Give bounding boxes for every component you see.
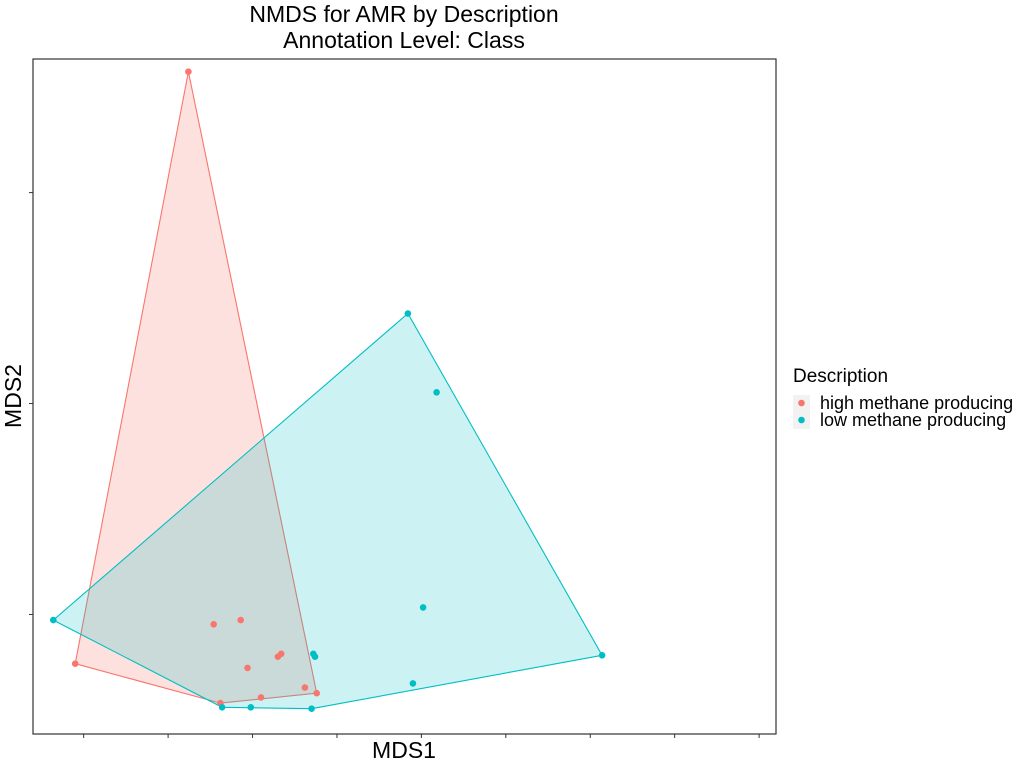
point-series-0-10 <box>257 694 265 701</box>
hull-layer <box>52 71 603 710</box>
y-axis-label: MDS2 <box>0 364 26 428</box>
point-series-1-1 <box>404 310 412 317</box>
point-series-1-3 <box>419 604 427 611</box>
legend-label-1: low methane producing <box>820 410 1006 430</box>
legend-title: Description <box>793 366 888 387</box>
point-series-0-3 <box>210 621 217 628</box>
point-series-0-1 <box>185 68 192 75</box>
x-axis-ticks <box>83 734 760 738</box>
point-series-1-7 <box>311 653 319 660</box>
point-series-0-5 <box>244 664 251 672</box>
point-series-1-5 <box>598 652 606 659</box>
point-series-1-10 <box>308 705 315 712</box>
point-series-1-2 <box>433 389 440 396</box>
legend-key-0 <box>798 399 805 407</box>
legend-label-0: high methane producing <box>820 393 1013 413</box>
chart-subtitle: Annotation Level: Class <box>283 27 525 53</box>
point-series-0-6 <box>274 653 282 660</box>
y-axis-ticks <box>29 192 33 615</box>
point-series-1-9 <box>247 704 255 711</box>
point-series-1-0 <box>50 616 57 624</box>
x-axis-label: MDS1 <box>372 737 436 763</box>
point-series-0-8 <box>313 689 321 697</box>
plot-panel-border <box>32 58 777 735</box>
legend-key-1 <box>798 416 805 424</box>
point-series-1-4 <box>409 680 417 687</box>
chart-title: NMDS for AMR by Description <box>249 1 558 27</box>
point-layer <box>50 68 606 712</box>
point-series-0-0 <box>71 660 79 667</box>
hull-series-1 <box>52 312 603 710</box>
point-series-0-4 <box>237 616 244 624</box>
point-series-0-7 <box>301 684 309 691</box>
point-series-1-8 <box>218 704 226 711</box>
